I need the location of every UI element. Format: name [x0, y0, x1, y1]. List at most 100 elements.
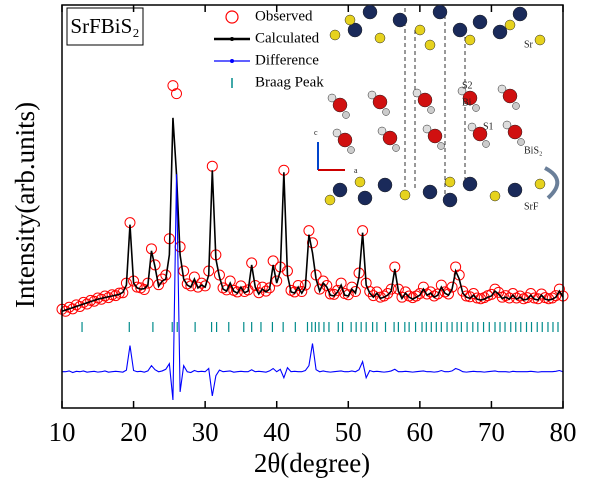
- observed-point: [460, 290, 472, 302]
- x-tick-label: 40: [263, 417, 290, 447]
- atom-s: [424, 39, 436, 51]
- observed-point: [192, 281, 204, 293]
- atom-s: [329, 29, 341, 41]
- observed-point: [442, 288, 454, 300]
- observed-point: [153, 279, 165, 291]
- atom-s-light: [392, 144, 400, 152]
- observed-point: [514, 290, 526, 302]
- crystal-inset: Sr S2 Bi S1 BiS₂ SrF c a: [314, 4, 560, 212]
- observed-point: [113, 287, 125, 299]
- atom-bi: [417, 92, 433, 108]
- atom-sr: [347, 22, 363, 38]
- atom-sr: [507, 182, 523, 198]
- chart-title: SrFBiS₂: [70, 14, 139, 38]
- observed-point: [231, 286, 243, 298]
- x-tick-label: 60: [406, 417, 433, 447]
- atom-s-light: [467, 122, 477, 132]
- observed-point: [292, 279, 304, 291]
- observed-point: [131, 281, 143, 293]
- observed-point: [264, 282, 276, 294]
- observed-point: [307, 237, 318, 249]
- legend-label: Observed: [255, 8, 313, 24]
- atom-s-light: [327, 93, 337, 103]
- observed-point: [88, 295, 100, 307]
- observed-point: [171, 88, 183, 100]
- atom-sr: [357, 190, 373, 206]
- atom-bi: [462, 90, 478, 106]
- observed-point: [414, 288, 426, 300]
- atom-s-light: [497, 84, 507, 94]
- x-axis-label: 2θ(degree): [254, 448, 370, 478]
- annotation: Sr: [524, 39, 534, 50]
- observed-point: [550, 290, 562, 302]
- atom-s-light: [377, 126, 387, 136]
- x-tick-label: 20: [120, 417, 147, 447]
- legend-label: Difference: [255, 52, 319, 68]
- observed-point: [364, 286, 376, 298]
- atom-s-light: [427, 106, 435, 114]
- atom-s-light: [517, 138, 525, 146]
- legend-label: Braag Peak: [255, 74, 324, 90]
- atom-s-light: [342, 111, 350, 119]
- atom-bi: [382, 130, 398, 146]
- atom-sr: [377, 177, 393, 193]
- observed-point: [385, 283, 397, 295]
- atom-s: [344, 14, 356, 26]
- atom-sr: [432, 4, 448, 20]
- annotation: c: [314, 128, 318, 137]
- observed-point: [400, 286, 412, 298]
- observed-point: [213, 269, 225, 281]
- plot-frame: [61, 4, 564, 409]
- atom-s: [399, 189, 411, 201]
- annotation: a: [354, 166, 358, 175]
- atom-s: [504, 19, 516, 31]
- atom-sr: [332, 182, 348, 198]
- x-tick-label: 80: [550, 417, 577, 447]
- observed-point: [271, 275, 283, 287]
- atom-bi: [337, 132, 353, 148]
- observed-point: [224, 275, 236, 287]
- atom-s-light: [512, 102, 520, 110]
- atom-s: [534, 34, 546, 46]
- observed-point: [160, 269, 172, 281]
- observed-point: [249, 279, 261, 291]
- atom-sr: [392, 12, 408, 28]
- atom-s-light: [382, 108, 390, 116]
- observed-point: [471, 292, 483, 304]
- series-line: [62, 174, 564, 400]
- x-tick-label: 30: [192, 417, 219, 447]
- atom-s-light: [332, 128, 342, 138]
- atom-bi: [372, 94, 388, 110]
- legend-symbol-dot: [230, 59, 234, 63]
- y-axis-label: Intensity(arb.units): [10, 102, 40, 308]
- observed-point: [296, 286, 308, 298]
- atom-s-light: [457, 86, 467, 96]
- atom-s-light: [412, 88, 422, 98]
- atom-s: [374, 32, 386, 44]
- atom-s-light: [422, 124, 432, 134]
- atom-bi: [427, 128, 443, 144]
- atom-s-light: [367, 90, 377, 100]
- atom-s-light: [472, 104, 480, 112]
- annotation: Bi: [462, 97, 472, 108]
- atom-sr: [442, 192, 458, 208]
- annotation: S2: [462, 80, 473, 91]
- atom-s-light: [347, 146, 355, 154]
- observed-point: [546, 292, 558, 304]
- atom-bi: [507, 124, 523, 140]
- plot-area: [56, 80, 569, 400]
- legend-label: Calculated: [255, 30, 320, 46]
- annotation: SrF: [524, 201, 539, 212]
- observed-point: [489, 283, 501, 295]
- observed-point: [342, 289, 354, 301]
- x-tick-label: 50: [335, 417, 362, 447]
- atom-s: [489, 190, 501, 202]
- observed-point: [253, 287, 265, 299]
- atom-bi: [502, 88, 518, 104]
- atom-s: [354, 176, 366, 188]
- legend-symbol: [225, 10, 239, 24]
- atom-s: [534, 178, 546, 190]
- observed-point: [435, 279, 447, 291]
- atom-sr: [492, 24, 508, 40]
